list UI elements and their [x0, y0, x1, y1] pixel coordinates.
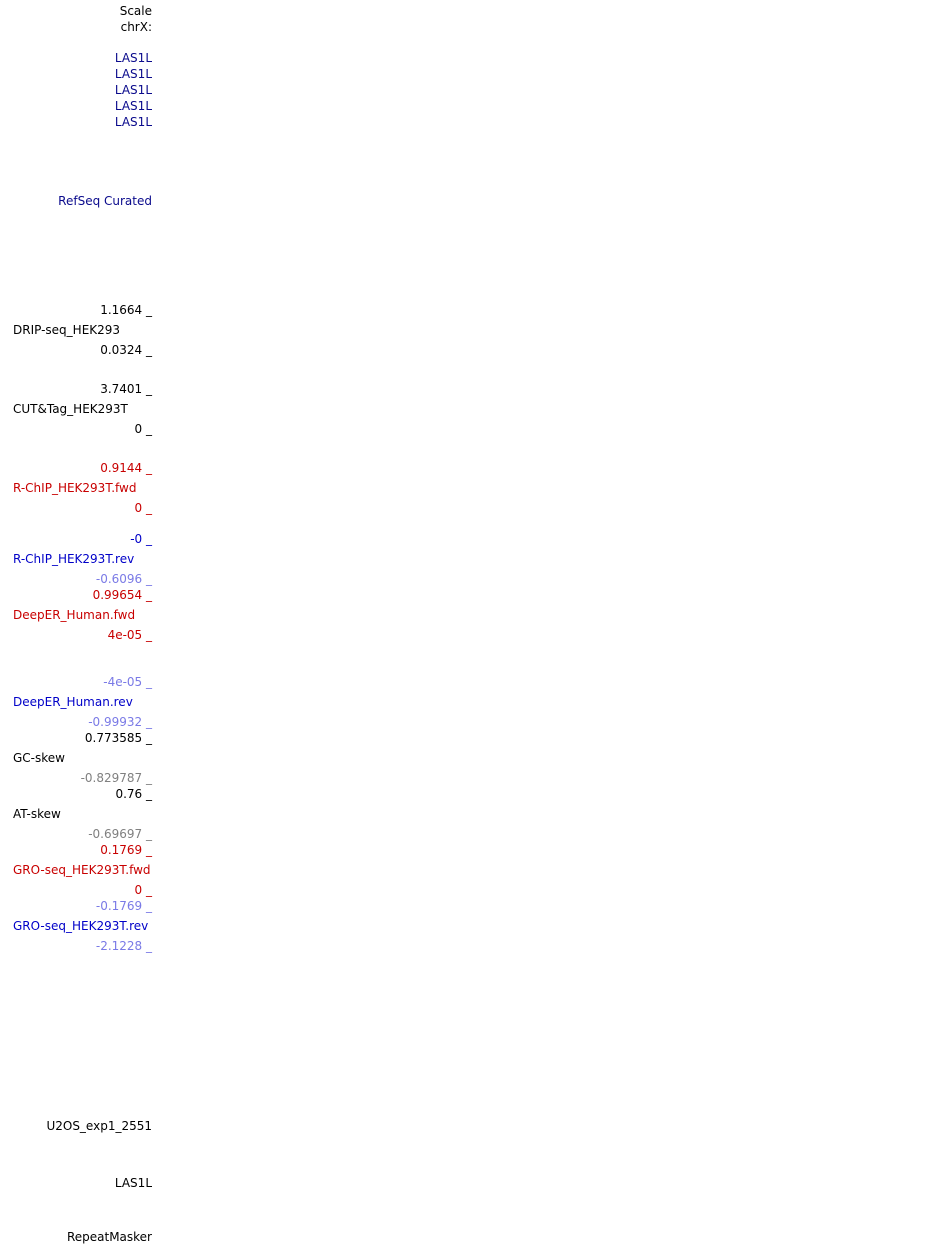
track-min-value: -0.829787 _	[80, 771, 152, 785]
track-min-value: 0 _	[134, 501, 152, 515]
track-min-value: 0 _	[134, 422, 152, 436]
track-name-deeper-rev[interactable]: DeepER_Human.rev	[13, 695, 133, 709]
track-max-value: 0.76 _	[115, 787, 152, 801]
gene-label[interactable]: LAS1L	[114, 99, 152, 113]
track-name-deeper-fwd[interactable]: DeepER_Human.fwd	[13, 608, 136, 622]
track-name-rchip-rev[interactable]: R-ChIP_HEK293T.rev	[13, 552, 135, 566]
gene-label[interactable]: LAS1L	[114, 51, 152, 65]
chromosome-label[interactable]: chrX:	[120, 20, 152, 34]
track-max-value: 0.773585 _	[84, 731, 152, 745]
track-max-value: -0 _	[130, 532, 152, 546]
track-min-value: 0.0324 _	[100, 343, 152, 357]
gene-label[interactable]: LAS1L	[114, 67, 152, 81]
track-name-repeatmasker[interactable]: RepeatMasker	[66, 1230, 152, 1244]
track-max-value: 3.7401 _	[100, 382, 152, 396]
track-name-u2os[interactable]: U2OS_exp1_2551	[46, 1119, 152, 1133]
track-name-drip-seq[interactable]: DRIP-seq_HEK293	[13, 323, 121, 337]
track-max-value: 0.9144 _	[100, 461, 152, 475]
scale-label: Scale	[119, 4, 152, 18]
track-name-gc-skew[interactable]: GC-skew	[13, 751, 65, 765]
track-name-cut-tag[interactable]: CUT&Tag_HEK293T	[13, 402, 128, 416]
track-min-value: 4e-05 _	[107, 628, 152, 642]
track-name-gro-seq-fwd[interactable]: GRO-seq_HEK293T.fwd	[13, 863, 151, 877]
track-max-value: 0.99654 _	[92, 588, 152, 602]
refseq-curated-track-label[interactable]: RefSeq Curated	[58, 194, 152, 208]
track-name-rchip-fwd[interactable]: R-ChIP_HEK293T.fwd	[13, 481, 137, 495]
track-min-value: -0.6096 _	[95, 572, 152, 586]
track-name-las1l[interactable]: LAS1L	[114, 1176, 152, 1190]
track-max-value: -0.1769 _	[95, 899, 152, 913]
gene-label[interactable]: LAS1L	[114, 83, 152, 97]
track-name-gro-seq-rev[interactable]: GRO-seq_HEK293T.rev	[13, 919, 149, 933]
track-min-value: -2.1228 _	[95, 939, 152, 953]
track-max-value: -4e-05 _	[103, 675, 152, 689]
gene-label[interactable]: LAS1L	[114, 115, 152, 129]
track-min-value: -0.69697 _	[88, 827, 152, 841]
track-max-value: 0.1769 _	[100, 843, 152, 857]
track-min-value: -0.99932 _	[88, 715, 152, 729]
track-max-value: 1.1664 _	[100, 303, 152, 317]
track-min-value: 0 _	[134, 883, 152, 897]
track-name-at-skew[interactable]: AT-skew	[13, 807, 61, 821]
